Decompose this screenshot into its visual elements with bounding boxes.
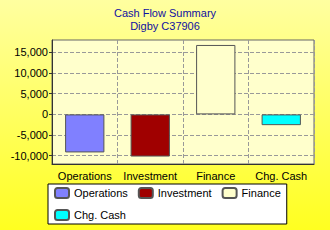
svg-text:Investment: Investment — [123, 170, 177, 182]
svg-text:Chg. Cash: Chg. Cash — [74, 209, 126, 221]
svg-text:Digby C37906: Digby C37906 — [130, 20, 200, 32]
svg-text:Chg. Cash: Chg. Cash — [255, 170, 307, 182]
svg-text:5,000: 5,000 — [20, 88, 48, 100]
svg-text:-5,000: -5,000 — [17, 129, 48, 141]
svg-text:Operations: Operations — [74, 187, 128, 199]
svg-text:Operations: Operations — [58, 170, 112, 182]
svg-text:Cash Flow Summary: Cash Flow Summary — [114, 7, 217, 19]
svg-text:15,000: 15,000 — [14, 46, 48, 58]
svg-text:10,000: 10,000 — [14, 67, 48, 79]
svg-text:Finance: Finance — [196, 170, 235, 182]
svg-text:-10,000: -10,000 — [11, 150, 48, 162]
svg-text:0: 0 — [42, 108, 48, 120]
svg-text:Investment: Investment — [158, 187, 212, 199]
svg-text:Finance: Finance — [242, 187, 281, 199]
